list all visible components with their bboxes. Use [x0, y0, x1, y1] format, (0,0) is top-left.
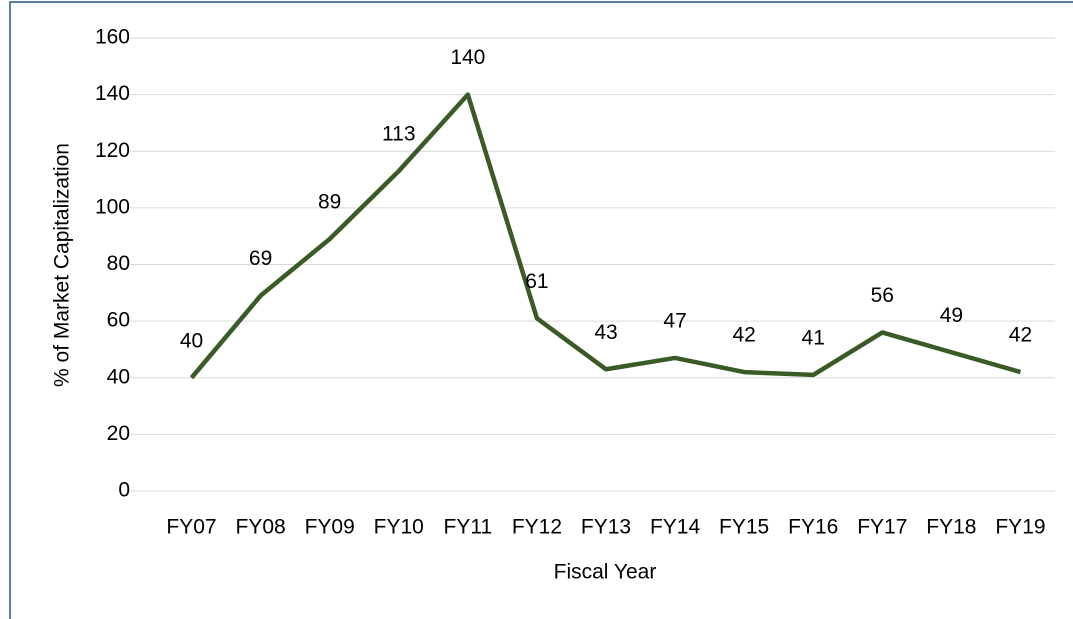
x-tick-label: FY14: [650, 516, 701, 539]
x-tick-label: FY13: [581, 516, 631, 539]
data-label: 41: [802, 326, 825, 349]
x-axis-title: Fiscal Year: [554, 561, 657, 584]
x-tick-label: FY16: [788, 516, 838, 539]
y-tick-label: 0: [118, 479, 130, 502]
data-label: 89: [318, 191, 341, 214]
data-label: 42: [732, 324, 755, 347]
x-tick-label: FY09: [305, 516, 355, 539]
y-tick-label: 100: [95, 195, 130, 218]
y-tick-label: 160: [95, 26, 130, 49]
x-tick-label: FY11: [444, 516, 493, 539]
x-tick-label: FY08: [236, 516, 286, 539]
x-tick-label: FY10: [374, 516, 424, 539]
data-label: 40: [180, 329, 203, 352]
y-tick-label: 20: [107, 422, 130, 445]
data-label: 61: [525, 270, 548, 293]
y-tick-label: 80: [107, 252, 130, 275]
line: [189, 92, 1022, 380]
y-tick-label: 60: [107, 309, 130, 332]
data-label: 113: [382, 123, 415, 146]
data-label: 56: [871, 284, 894, 307]
y-axis-title: % of Market Capitalization: [51, 143, 74, 387]
x-tick-label: FY07: [166, 516, 216, 539]
data-label: 47: [663, 309, 686, 332]
y-tick-label: 140: [95, 82, 130, 105]
y-tick-label: 120: [95, 139, 130, 162]
data-label: 49: [940, 304, 963, 327]
data-label: 69: [249, 247, 272, 270]
x-tick-label: FY18: [926, 516, 976, 539]
data-label: 43: [594, 321, 617, 344]
x-tick-label: FY19: [995, 516, 1045, 539]
x-tick-label: FY15: [719, 516, 769, 539]
data-label: 42: [1009, 324, 1032, 347]
x-tick-label: FY17: [857, 516, 907, 539]
x-tick-label: FY12: [512, 516, 562, 539]
frame: [9, 1, 1073, 619]
y-tick-label: 40: [107, 365, 130, 388]
data-label: 140: [450, 46, 485, 69]
